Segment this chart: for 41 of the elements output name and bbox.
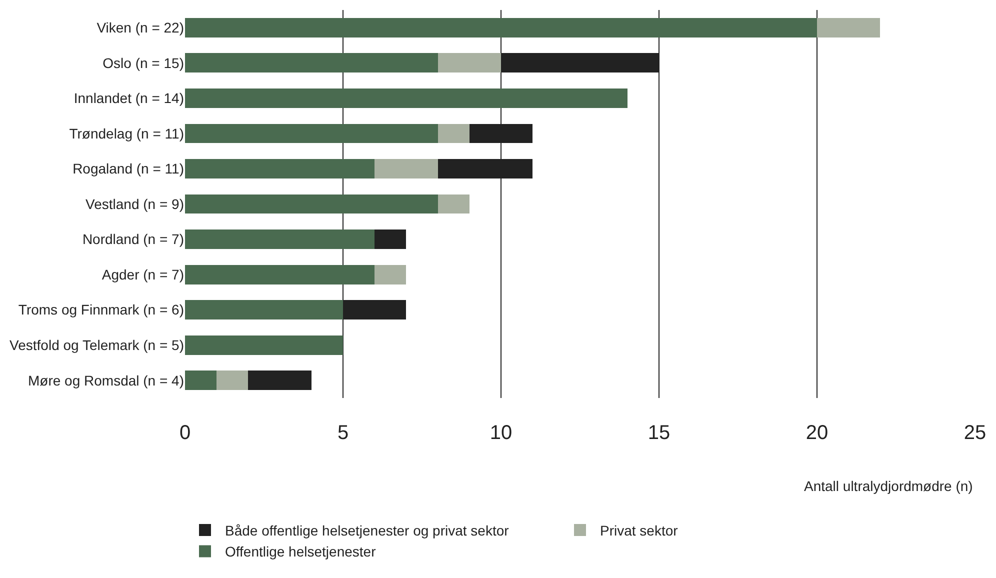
- bar: [185, 124, 438, 144]
- bar: [185, 370, 217, 390]
- bar: [185, 159, 375, 178]
- bar: [438, 194, 470, 214]
- y-tick-label: Oslo (n = 15): [102, 54, 184, 71]
- x-tick-label: 15: [648, 422, 670, 444]
- y-tick-label: Trøndelag (n = 11): [69, 125, 184, 142]
- x-tick-label: 20: [806, 422, 828, 444]
- bar: [248, 370, 312, 390]
- bar: [438, 124, 470, 144]
- bar: [374, 230, 406, 249]
- bar: [185, 18, 817, 38]
- x-tick-label: 10: [490, 422, 512, 444]
- bar: [374, 159, 438, 178]
- x-tick-label: 0: [179, 422, 191, 444]
- bar: [185, 335, 343, 355]
- y-tick-label: Troms og Finnmark (n = 6): [18, 302, 184, 318]
- y-tick-label: Møre og Romsdal (n = 4): [28, 372, 184, 388]
- y-tick-label: Vestland (n = 9): [86, 196, 184, 212]
- x-tick-label: 5: [337, 422, 349, 444]
- x-axis-title: Antall ultralydjordmødre (n): [804, 478, 973, 494]
- y-tick-label: Viken (n = 22): [96, 20, 184, 36]
- y-tick-label: Innlandet (n = 14): [74, 90, 184, 106]
- y-tick-label: Nordland (n = 7): [82, 231, 184, 248]
- bar: [216, 370, 248, 390]
- legend-label: Offentlige helsetjenester: [225, 544, 376, 560]
- legend-label: Både offentlige helsetjenester og privat sektor: [225, 522, 510, 538]
- bar: [185, 88, 628, 108]
- bar: [185, 53, 438, 73]
- bar: [817, 18, 880, 38]
- x-tick-label: 25: [964, 422, 986, 444]
- bar: [438, 53, 501, 73]
- legend-label: Privat sektor: [600, 522, 678, 538]
- bar: [185, 230, 375, 249]
- y-tick-label: Agder (n = 7): [102, 266, 184, 282]
- bar: [185, 264, 375, 284]
- y-tick-label: Rogaland (n = 11): [72, 160, 184, 177]
- bar: [374, 264, 406, 284]
- bar: [185, 194, 438, 214]
- bar: [185, 300, 343, 320]
- y-tick-label: Vestfold og Telemark (n = 5): [10, 336, 184, 353]
